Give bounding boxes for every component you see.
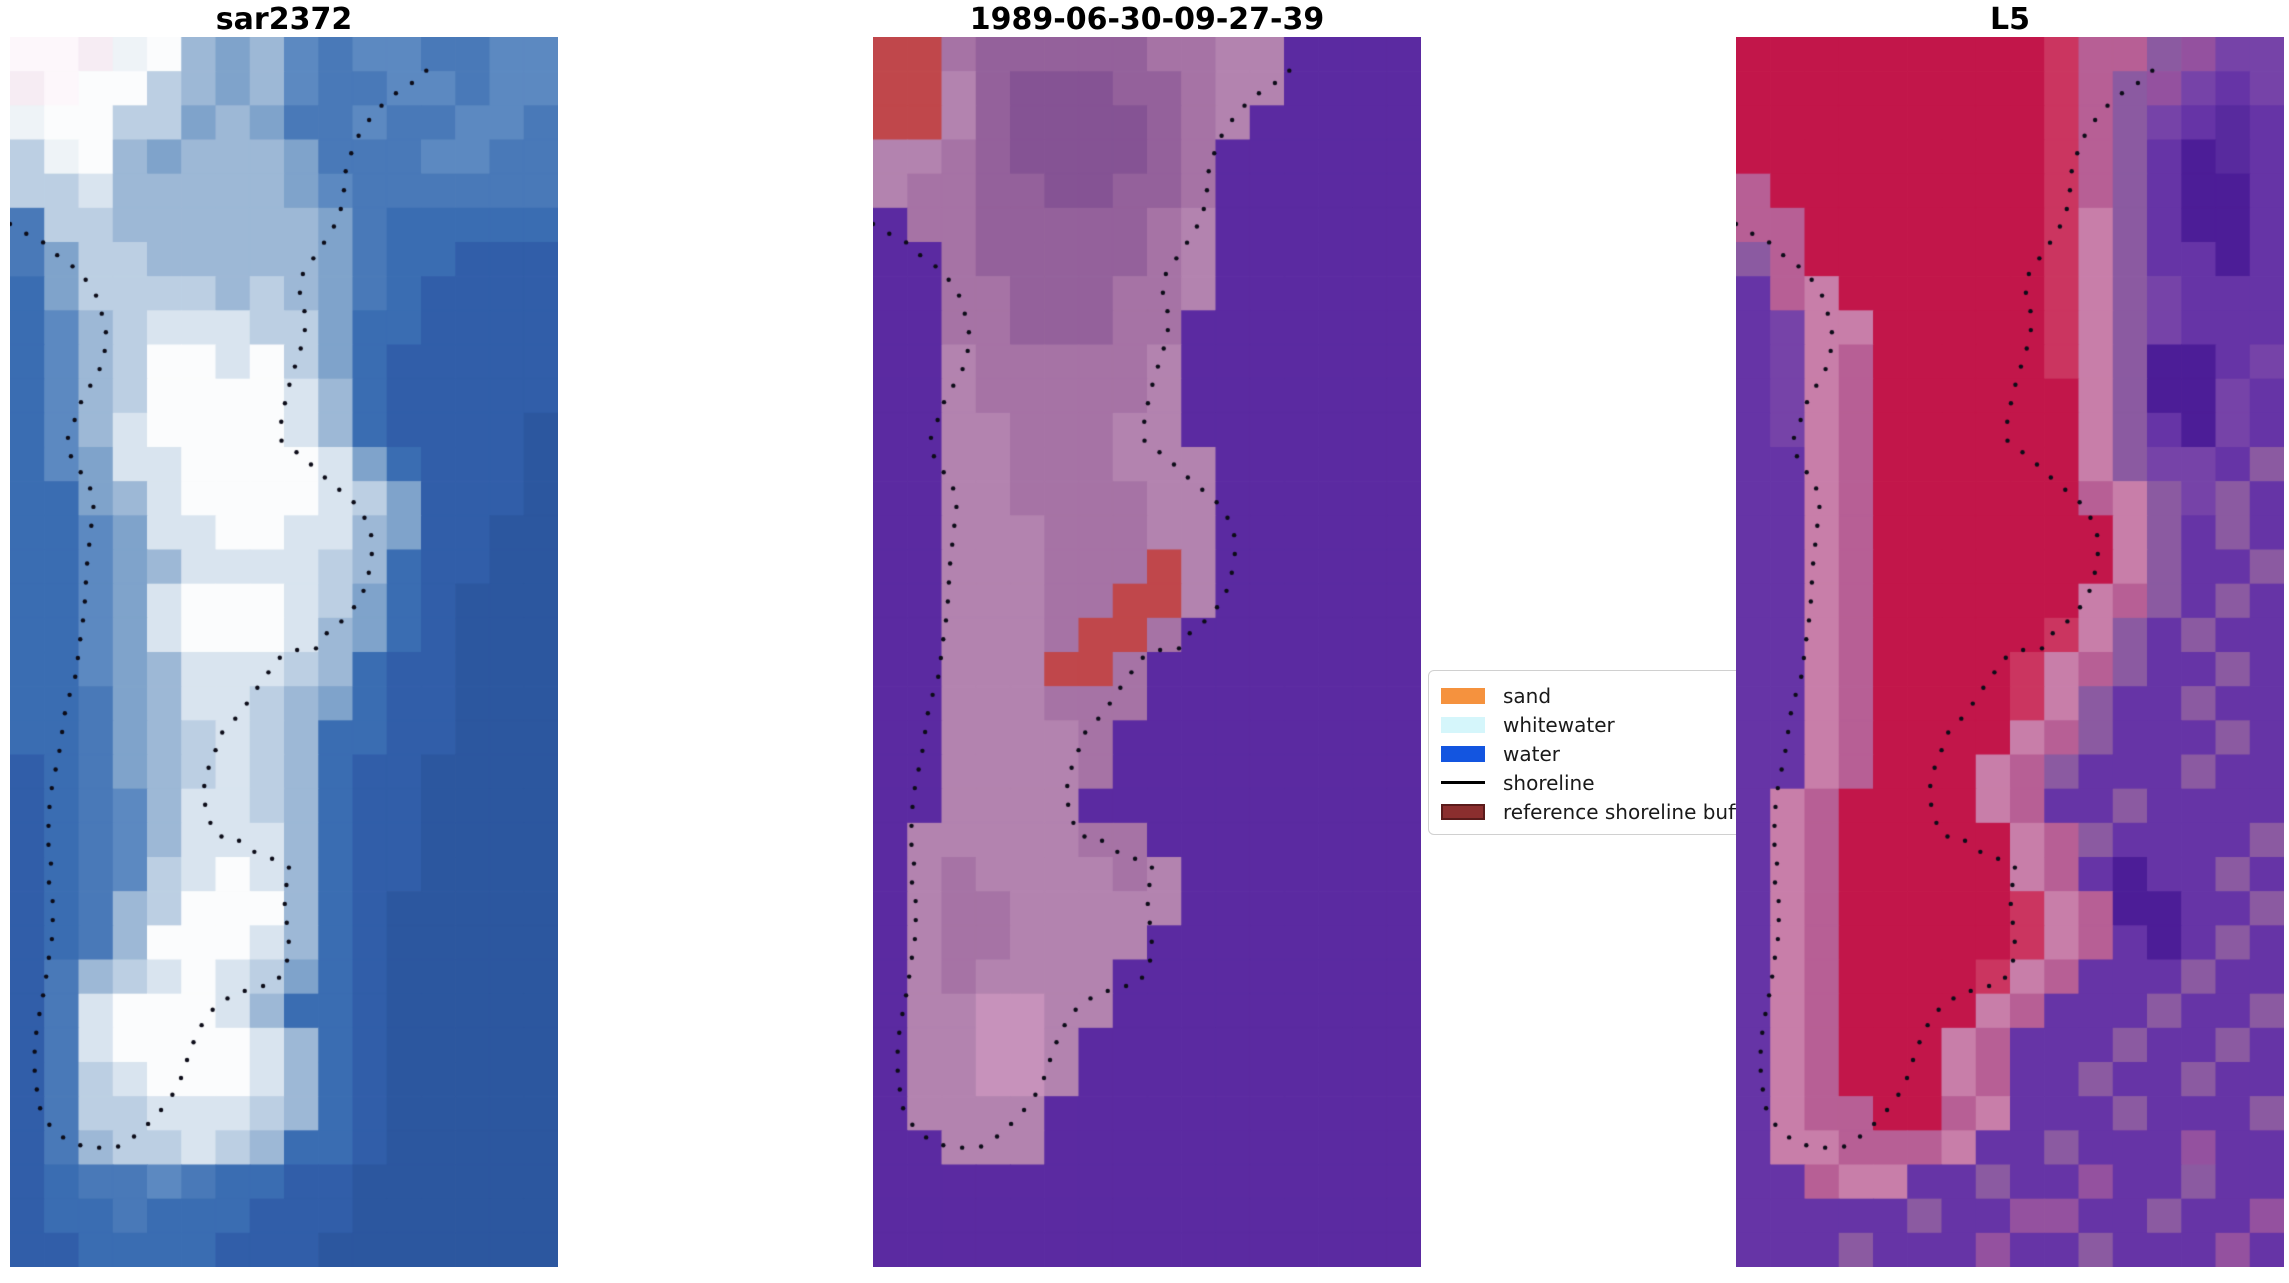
panel-title-l5: L5 xyxy=(1990,2,2030,37)
shoreline-line-swatch xyxy=(1441,781,1485,784)
legend-label: water xyxy=(1503,741,1560,766)
classified-image-panel xyxy=(873,37,1421,1267)
legend-item-shoreline: shoreline xyxy=(1441,768,1759,797)
landsat5-image-panel xyxy=(1736,37,2284,1267)
whitewater-swatch xyxy=(1441,716,1485,733)
sand-swatch xyxy=(1441,687,1485,704)
panel-title-sar2372: sar2372 xyxy=(215,2,353,37)
legend-item-reference-shoreline-buffer: reference shoreline buffer xyxy=(1441,797,1763,826)
legend-item-sand: sand xyxy=(1441,681,1759,710)
legend-item-whitewater: whitewater xyxy=(1441,710,1759,739)
legend-label: shoreline xyxy=(1503,770,1595,795)
legend-label: reference shoreline buffer xyxy=(1503,799,1763,824)
reference-shoreline-buffer-swatch xyxy=(1441,803,1485,820)
legend-item-water: water xyxy=(1441,739,1759,768)
panel-title-date: 1989-06-30-09-27-39 xyxy=(969,2,1325,37)
legend: sand whitewater water shoreline referenc… xyxy=(1428,670,1772,835)
legend-label: whitewater xyxy=(1503,712,1615,737)
legend-label: sand xyxy=(1503,683,1552,708)
water-swatch xyxy=(1441,745,1485,762)
sar-image-panel xyxy=(10,37,558,1267)
